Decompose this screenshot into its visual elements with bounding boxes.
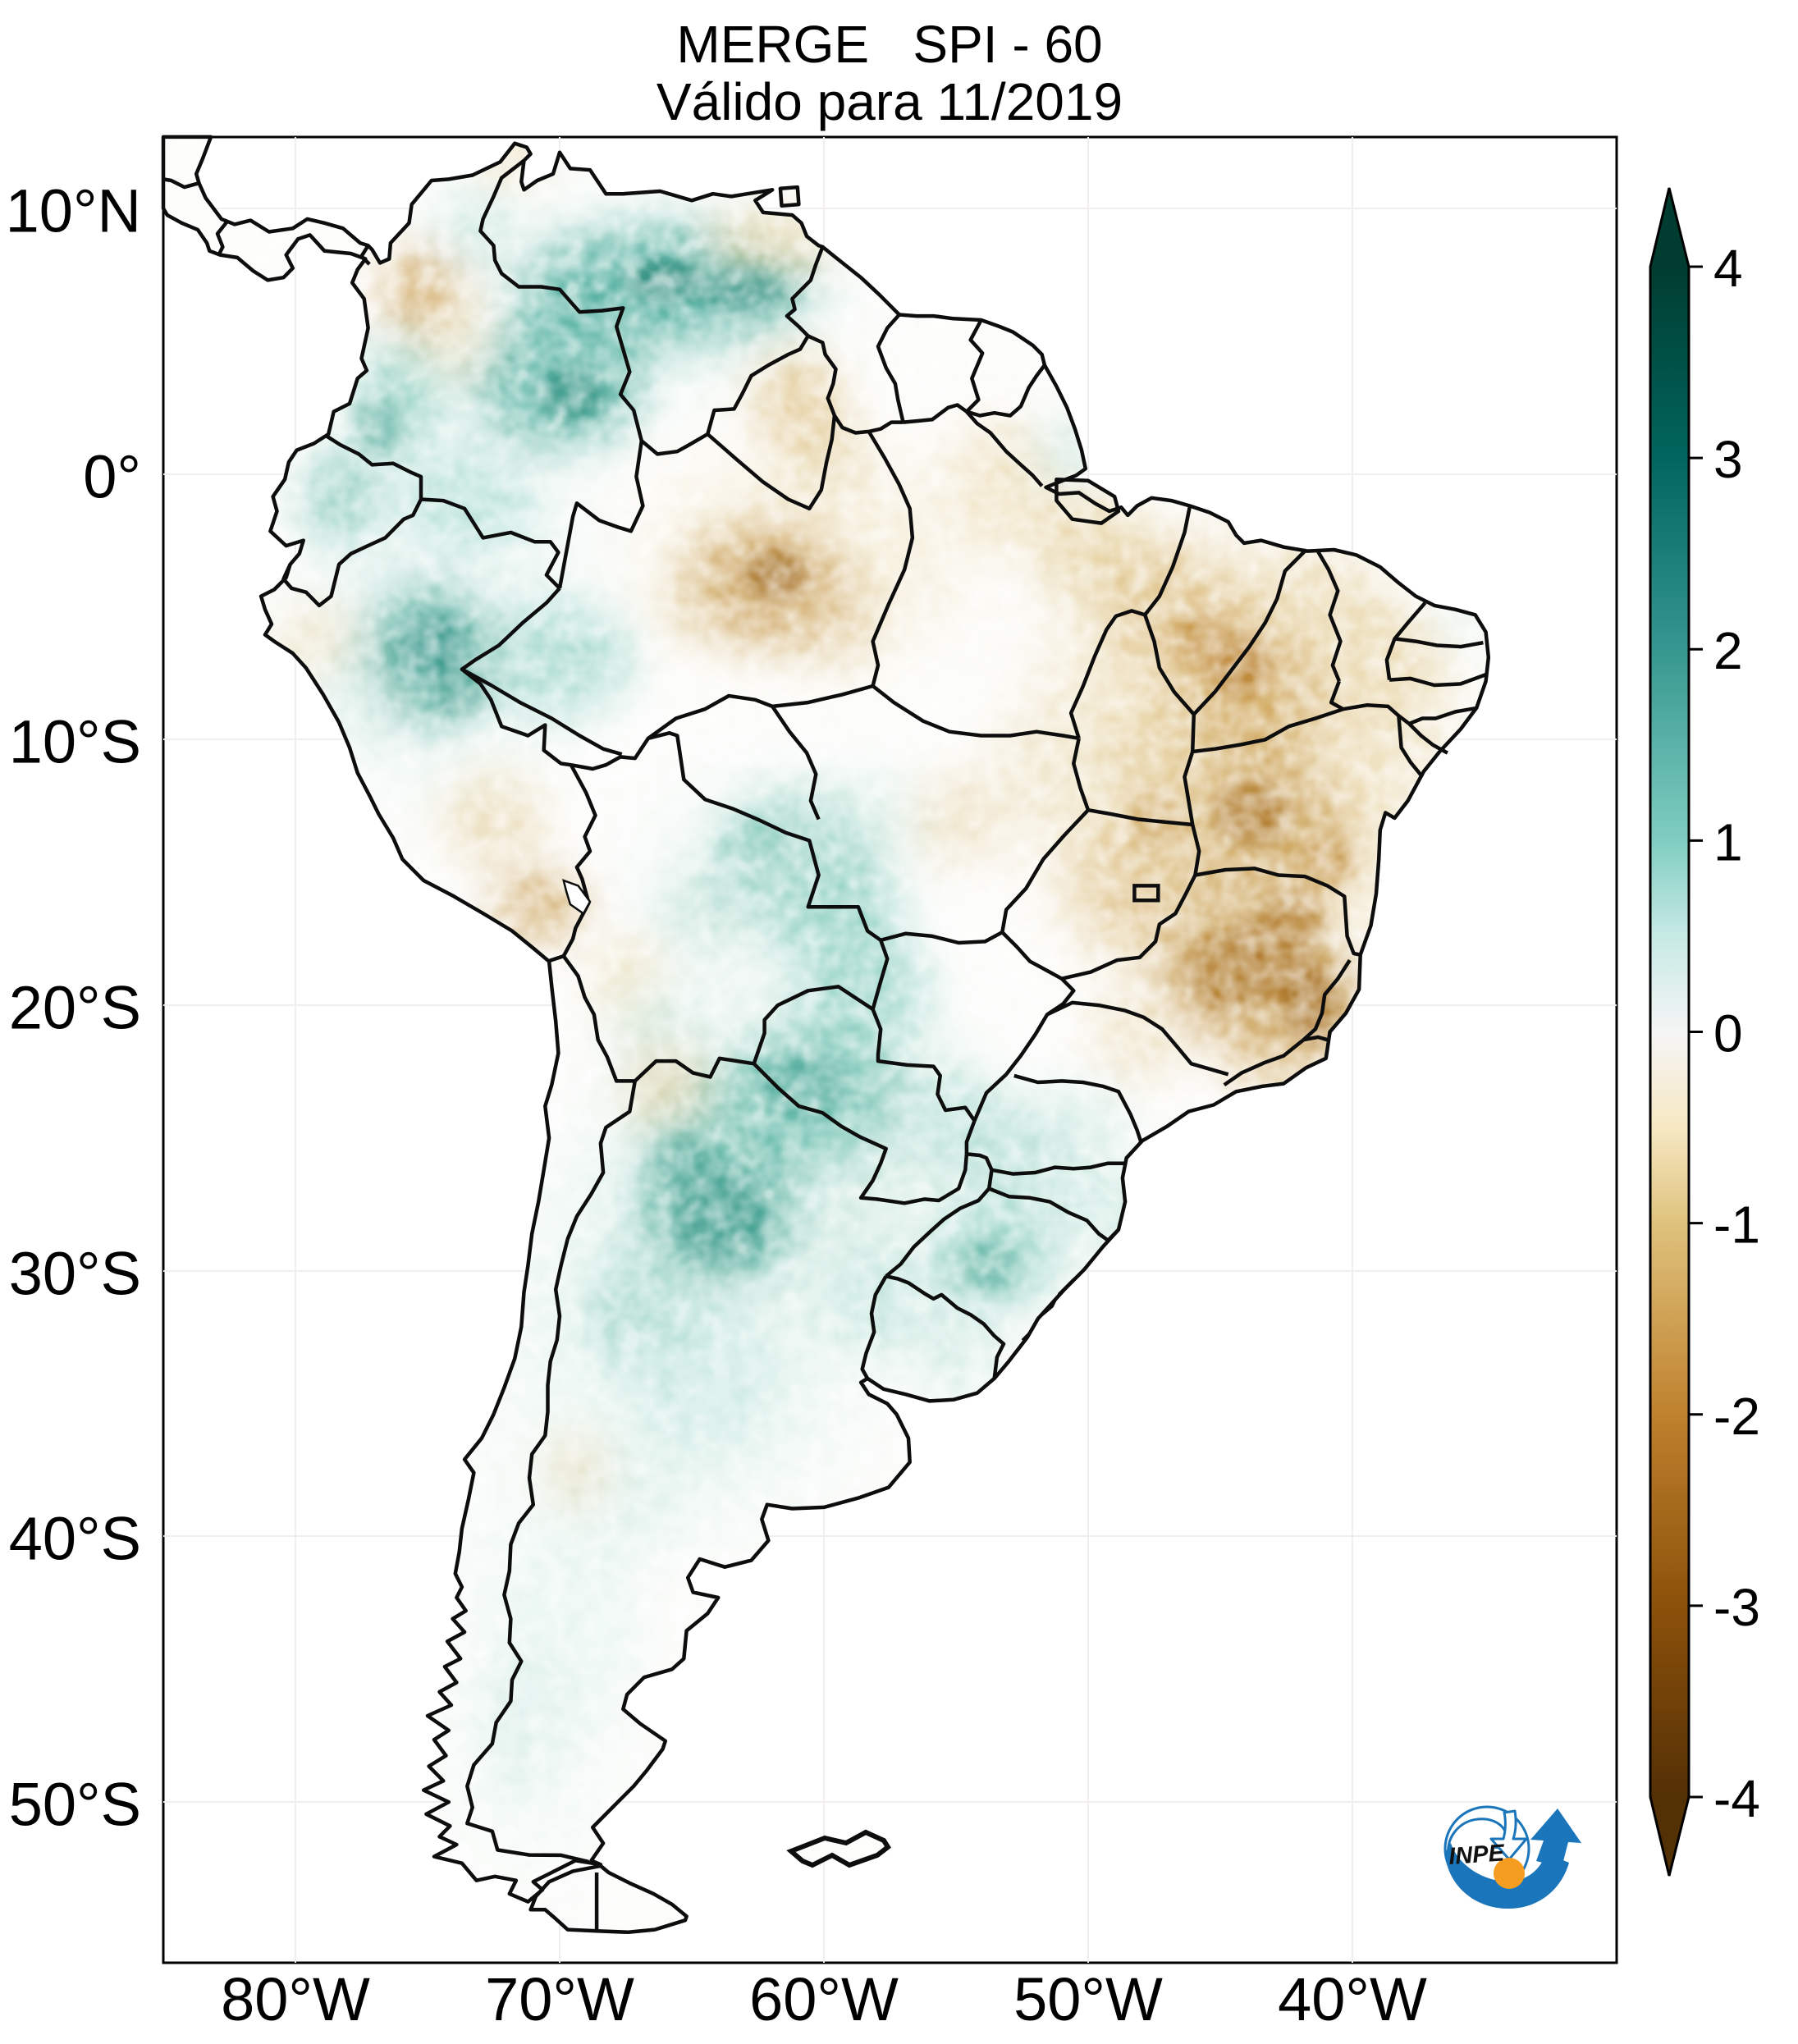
svg-text:10°N: 10°N xyxy=(6,177,141,245)
svg-text:2: 2 xyxy=(1713,621,1743,680)
svg-text:0°: 0° xyxy=(83,443,141,511)
svg-text:-1: -1 xyxy=(1713,1196,1760,1255)
svg-text:80°W: 80°W xyxy=(221,1965,370,2033)
svg-text:-2: -2 xyxy=(1713,1387,1760,1446)
svg-text:3: 3 xyxy=(1713,430,1743,489)
svg-text:MERGE SPI - 60: MERGE SPI - 60 xyxy=(676,15,1102,74)
svg-text:Válido para 11/2019: Válido para 11/2019 xyxy=(657,72,1123,131)
svg-text:50°S: 50°S xyxy=(9,1771,141,1839)
svg-text:-3: -3 xyxy=(1713,1578,1760,1637)
svg-text:0: 0 xyxy=(1713,1004,1743,1063)
svg-text:70°W: 70°W xyxy=(485,1965,634,2033)
svg-text:50°W: 50°W xyxy=(1013,1965,1163,2033)
svg-text:1: 1 xyxy=(1713,812,1743,871)
svg-text:10°S: 10°S xyxy=(9,708,141,776)
svg-text:60°W: 60°W xyxy=(749,1965,899,2033)
svg-text:4: 4 xyxy=(1713,239,1743,298)
svg-text:-4: -4 xyxy=(1713,1769,1760,1828)
svg-text:20°S: 20°S xyxy=(9,974,141,1042)
svg-text:30°S: 30°S xyxy=(9,1240,141,1308)
svg-text:INPE: INPE xyxy=(1448,1840,1506,1870)
svg-text:40°W: 40°W xyxy=(1278,1965,1427,2033)
svg-text:40°S: 40°S xyxy=(9,1505,141,1573)
